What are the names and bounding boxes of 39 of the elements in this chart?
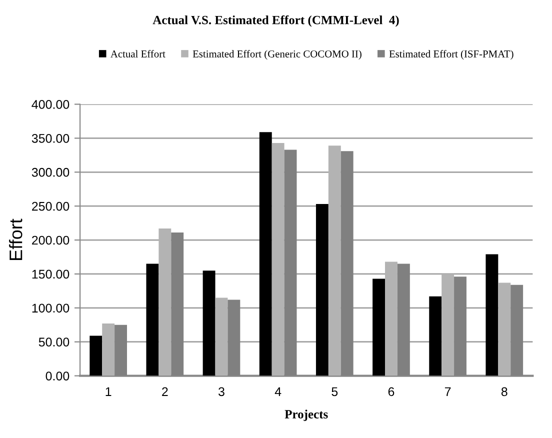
bar <box>259 132 272 376</box>
y-tick-label: 350.00 <box>32 134 70 143</box>
x-tick-label: 4 <box>274 387 282 396</box>
legend-label: Actual Effort <box>110 50 166 58</box>
bar <box>498 282 511 376</box>
bar <box>385 262 398 376</box>
x-tick-label: 8 <box>501 387 508 396</box>
y-tick-label: 250.00 <box>32 202 70 211</box>
x-axis-title: Projects <box>284 410 328 422</box>
x-tick-label: 3 <box>218 387 224 396</box>
bar <box>215 298 228 376</box>
legend-label: Estimated Effort (ISF-PMAT) <box>389 50 514 60</box>
bar <box>486 254 498 376</box>
x-tick-label: 5 <box>332 387 338 396</box>
y-tick-label: 200.00 <box>32 236 70 245</box>
y-tick-label: 150.00 <box>32 270 70 279</box>
bar <box>202 270 216 376</box>
bar <box>90 336 102 376</box>
y-tick-label: 400.00 <box>32 100 70 109</box>
y-axis-title: Effort <box>9 218 22 260</box>
x-tick-label: 1 <box>106 387 112 396</box>
bar <box>102 324 115 376</box>
bar <box>316 204 328 376</box>
bar <box>146 264 159 376</box>
y-tick-label: 100.00 <box>32 304 70 313</box>
legend-label: Estimated Effort (Generic COCOMO II) <box>192 50 362 60</box>
y-tick-label: 0.00 <box>46 372 70 380</box>
x-tick-label: 7 <box>444 387 451 396</box>
bar <box>429 296 442 376</box>
bar <box>328 146 341 376</box>
bar <box>158 228 172 376</box>
y-tick-label: 50.00 <box>38 338 70 347</box>
x-tick-label: 2 <box>162 387 168 396</box>
chart-title: Actual V.S. Estimated Effort (CMMI-Level 4) <box>152 15 399 27</box>
bar <box>442 274 454 376</box>
y-tick-label: 300.00 <box>32 168 70 177</box>
bar <box>272 142 284 376</box>
x-tick-label: 6 <box>388 387 394 396</box>
bar <box>372 278 386 376</box>
